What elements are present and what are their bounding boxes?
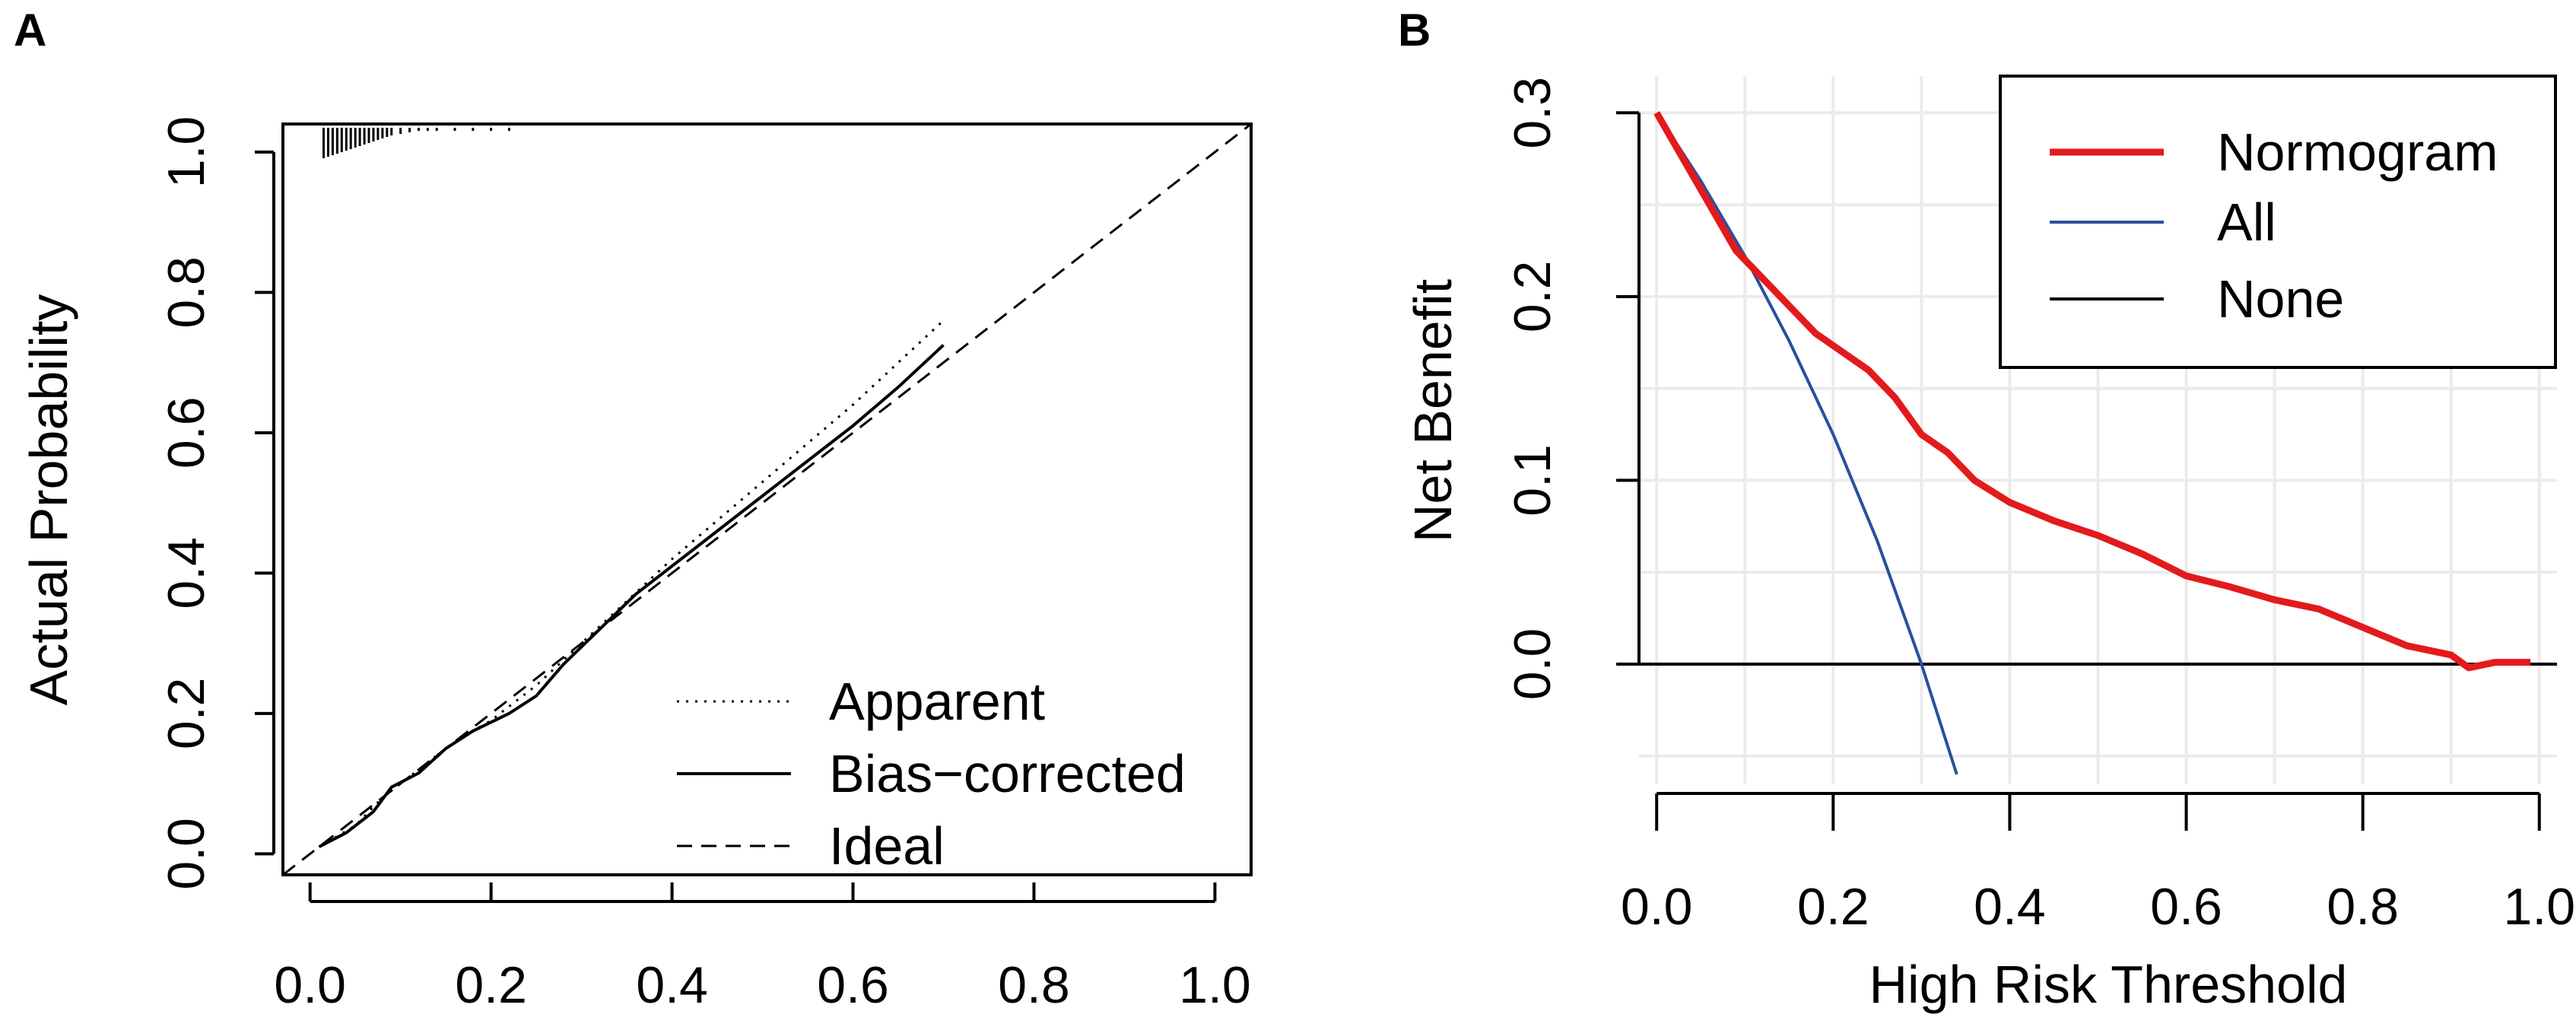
panel-b-y-tick-label: 0.1 — [1504, 444, 1561, 517]
panel-a-x-tick-label: 0.6 — [817, 956, 889, 1014]
panel-a-x-tick-label: 0.0 — [274, 956, 346, 1014]
panel-a-x-tick-label: 1.0 — [1179, 956, 1251, 1014]
panel-b-x-tick-label: 0.8 — [2327, 878, 2399, 936]
panel-b-x-tick-label: 0.0 — [1621, 878, 1693, 936]
panel-a-plot-frame — [281, 122, 1253, 876]
panel-a-y-axis-title: Actual Probability — [19, 294, 78, 706]
legend-bias-corrected-label: Bias−corrected — [829, 744, 1186, 803]
panel-a-y-tick-label: 0.2 — [157, 678, 215, 750]
panel-b-y-axis-title: Net Benefit — [1403, 279, 1463, 542]
series-apparent-line — [318, 320, 945, 848]
panel-a-label: A — [14, 5, 46, 56]
series-bias-corrected-line — [318, 344, 945, 848]
panel-b: B 0.0 0.2 0.4 0.6 0.8 1.0 0.0 0.1 0.2 0.3 High Ri… — [1398, 5, 2575, 1014]
legend-none-label: None — [2217, 269, 2344, 329]
panel-a-y-tick-label: 0.6 — [157, 397, 215, 469]
legend-all-label: All — [2217, 192, 2276, 252]
legend-apparent-label: Apparent — [829, 672, 1045, 731]
panel-a-y-tick-label: 0.8 — [157, 256, 215, 329]
panel-b-x-axis-title: High Risk Threshold — [1869, 955, 2348, 1014]
panel-b-x-tick-label: 0.6 — [2150, 878, 2222, 936]
panel-b-x-tick-label: 0.4 — [1974, 878, 2046, 936]
panel-b-x-tick-label: 1.0 — [2504, 878, 2576, 936]
panel-a-legend: Apparent Bias−corrected Ideal — [677, 672, 1186, 876]
panel-b-label: B — [1398, 5, 1431, 56]
series-ideal-line — [282, 122, 1252, 876]
series-all-line — [1655, 112, 1958, 775]
series-normogram-line — [1653, 111, 2531, 672]
panel-b-y-tick-label: 0.0 — [1504, 628, 1561, 701]
panel-b-y-tick-label: 0.3 — [1504, 77, 1561, 149]
panel-b-x-tick-label: 0.2 — [1797, 878, 1869, 936]
panel-a-x-tick-label: 0.8 — [998, 956, 1070, 1014]
panel-a-x-tick-label: 0.2 — [455, 956, 527, 1014]
panel-a-y-tick-label: 0.0 — [157, 818, 215, 890]
panel-a-y-tick-label: 0.4 — [157, 537, 215, 609]
panel-b-legend: Normogram All None — [1999, 75, 2557, 369]
panel-a: A 0.0 0.2 0.4 0.6 0.8 1.0 0.0 0.2 0.4 0.6 0.8 1.0 A… — [14, 5, 1253, 1014]
panel-b-y-tick-label: 0.2 — [1504, 261, 1561, 333]
legend-ideal-label: Ideal — [829, 816, 945, 876]
panel-a-y-tick-label: 1.0 — [157, 116, 215, 189]
panel-a-x-tick-label: 0.4 — [636, 956, 708, 1014]
legend-normogram-label: Normogram — [2217, 122, 2498, 182]
